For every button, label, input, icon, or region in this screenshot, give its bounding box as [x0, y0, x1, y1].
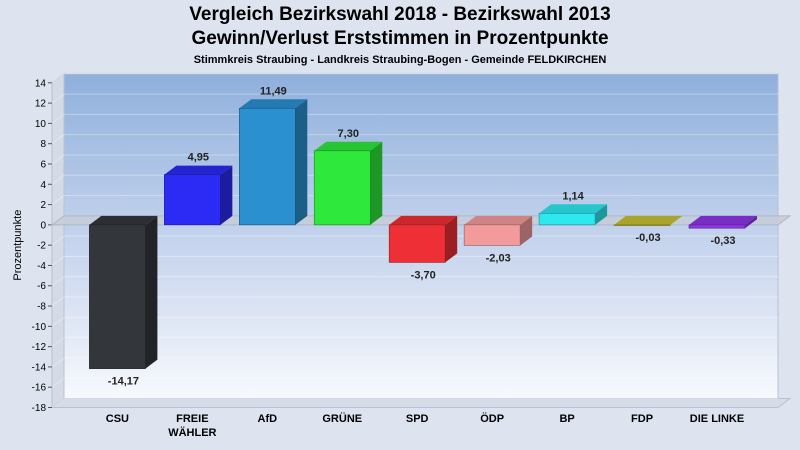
bar-top-grüne	[314, 141, 383, 151]
gridline-side	[51, 134, 65, 145]
gridline-side	[51, 195, 65, 205]
y-tick-label: -10	[32, 322, 47, 333]
y-tick-label: 12	[35, 99, 47, 110]
value-label-bp: 1,14	[562, 190, 584, 202]
bar-ödp	[463, 224, 521, 246]
value-label-ödp: -2,03	[486, 252, 511, 264]
gridline-side	[51, 398, 65, 408]
bar-fdp	[613, 224, 671, 226]
y-tick-label: -14	[32, 362, 47, 373]
category-label-freie-wähler: FREIE WÄHLER	[168, 413, 216, 439]
bar-top-bp	[539, 204, 608, 214]
y-tick-label: -6	[37, 281, 46, 292]
bar-freie-wähler	[164, 174, 221, 226]
gridline-side	[51, 276, 65, 287]
value-label-fdp: -0,03	[636, 232, 661, 244]
value-label-die-linke: -0,33	[710, 235, 735, 247]
value-label-freie-wähler: 4,95	[188, 152, 209, 164]
gridline-side	[51, 357, 65, 368]
category-label-spd: SPD	[406, 413, 429, 425]
gridline-side	[51, 154, 65, 165]
gridline-side	[51, 256, 65, 266]
y-tick-label: 2	[40, 200, 46, 211]
bar-top-csu	[89, 215, 158, 225]
y-tick-label: -16	[32, 383, 47, 394]
gridline-side	[51, 316, 65, 327]
bar-grüne	[313, 150, 371, 226]
gridline-side	[51, 174, 65, 185]
value-label-spd: -3,70	[411, 269, 436, 281]
value-label-csu: -14,17	[108, 376, 139, 388]
bar-top-afd	[239, 99, 308, 109]
chart-title: Vergleich Bezirkswahl 2018 - Bezirkswahl…	[189, 4, 611, 25]
y-tick-label: -4	[37, 261, 46, 272]
bar-side-csu	[145, 215, 158, 369]
y-tick-label: -2	[37, 241, 46, 252]
y-tick-label: 4	[40, 180, 46, 191]
category-label-bp: BP	[559, 413, 574, 425]
bar-top-spd	[389, 215, 458, 225]
category-label-csu: CSU	[106, 413, 129, 425]
gridline-side	[51, 235, 65, 246]
plot-floor	[50, 398, 792, 408]
bar-top-fdp	[614, 215, 683, 225]
bar-csu	[89, 224, 146, 369]
y-tick-label: 6	[40, 159, 46, 170]
bar-side-freie-wähler	[220, 165, 233, 225]
chart-title-line-2: Gewinn/Verlust Erststimmen in Prozentpun…	[191, 28, 609, 49]
bar-side-die-linke	[745, 215, 757, 229]
y-tick-label: -18	[32, 403, 47, 414]
gridline-side	[51, 73, 65, 84]
gridline-side	[51, 337, 65, 348]
gridline-side	[51, 296, 65, 307]
gridline-side	[51, 113, 65, 124]
bar-side-ödp	[520, 215, 533, 246]
category-label-fdp: FDP	[631, 413, 653, 425]
bar-top-freie-wähler	[164, 165, 233, 175]
y-tick-label: 8	[40, 139, 46, 150]
chart-subtitle: Stimmkreis Straubing - Landkreis Straubi…	[193, 54, 607, 66]
category-label-ödp: ÖDP	[480, 412, 504, 425]
gridline-side	[51, 93, 65, 104]
bar-die-linke	[688, 224, 746, 229]
bar-side-bp	[595, 204, 608, 225]
y-axis-title: Prozentpunkte	[12, 210, 24, 281]
category-label-afd: AfD	[258, 413, 278, 425]
bar-afd	[239, 107, 296, 226]
bar-bp	[538, 212, 596, 226]
value-label-afd: 11,49	[260, 85, 287, 97]
y-tick-label: 0	[40, 220, 46, 231]
gridline-side	[51, 377, 65, 388]
bar-side-grüne	[370, 141, 383, 225]
category-label-grüne: GRÜNE	[322, 412, 362, 425]
value-label-grüne: 7,30	[338, 128, 359, 140]
bar-side-spd	[445, 215, 458, 263]
y-tick-label: -12	[32, 342, 47, 353]
bar-side-fdp	[670, 215, 683, 226]
bar-top-ödp	[464, 215, 533, 225]
y-tick-label: 14	[35, 78, 47, 89]
category-label-die-linke: DIE LINKE	[690, 413, 744, 425]
bar-top-die-linke	[689, 215, 757, 225]
y-tick-label: 10	[35, 119, 47, 130]
bar-side-afd	[295, 99, 308, 225]
bar-spd	[388, 224, 446, 263]
y-tick-label: -8	[37, 302, 46, 313]
